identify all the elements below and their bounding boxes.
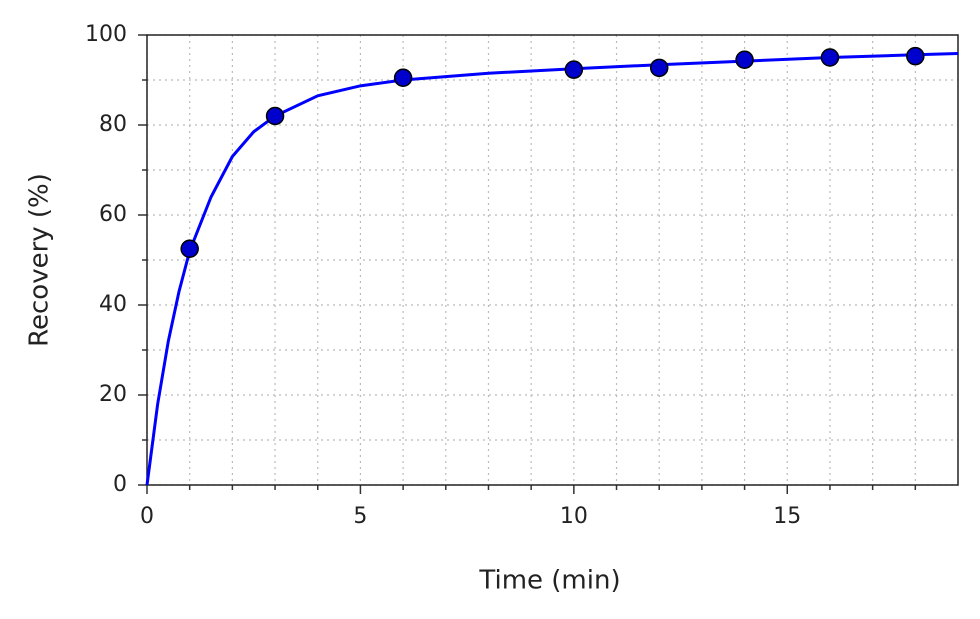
x-tick-label: 0: [140, 504, 154, 529]
data-point: [265, 106, 285, 126]
data-point: [906, 46, 925, 66]
x-tick-label: 10: [560, 504, 588, 529]
data-point: [180, 239, 199, 258]
x-tick-label: 15: [773, 504, 801, 529]
data-point: [735, 50, 754, 69]
data-point: [393, 68, 413, 87]
y-tick-label: 20: [99, 382, 127, 407]
y-tick-label: 0: [113, 472, 127, 497]
x-axis-label: Time (min): [478, 566, 620, 596]
y-tick-label: 80: [99, 112, 127, 137]
plot-frame: [146, 34, 959, 486]
y-tick-label: 100: [85, 22, 127, 47]
y-tick-label: 60: [99, 202, 127, 227]
data-point: [649, 58, 669, 78]
x-tick-label: 5: [353, 504, 367, 529]
data-point: [820, 48, 840, 67]
y-tick-label: 40: [99, 292, 127, 317]
y-axis-label: Recovery (%): [25, 173, 55, 347]
data-point: [564, 60, 584, 79]
